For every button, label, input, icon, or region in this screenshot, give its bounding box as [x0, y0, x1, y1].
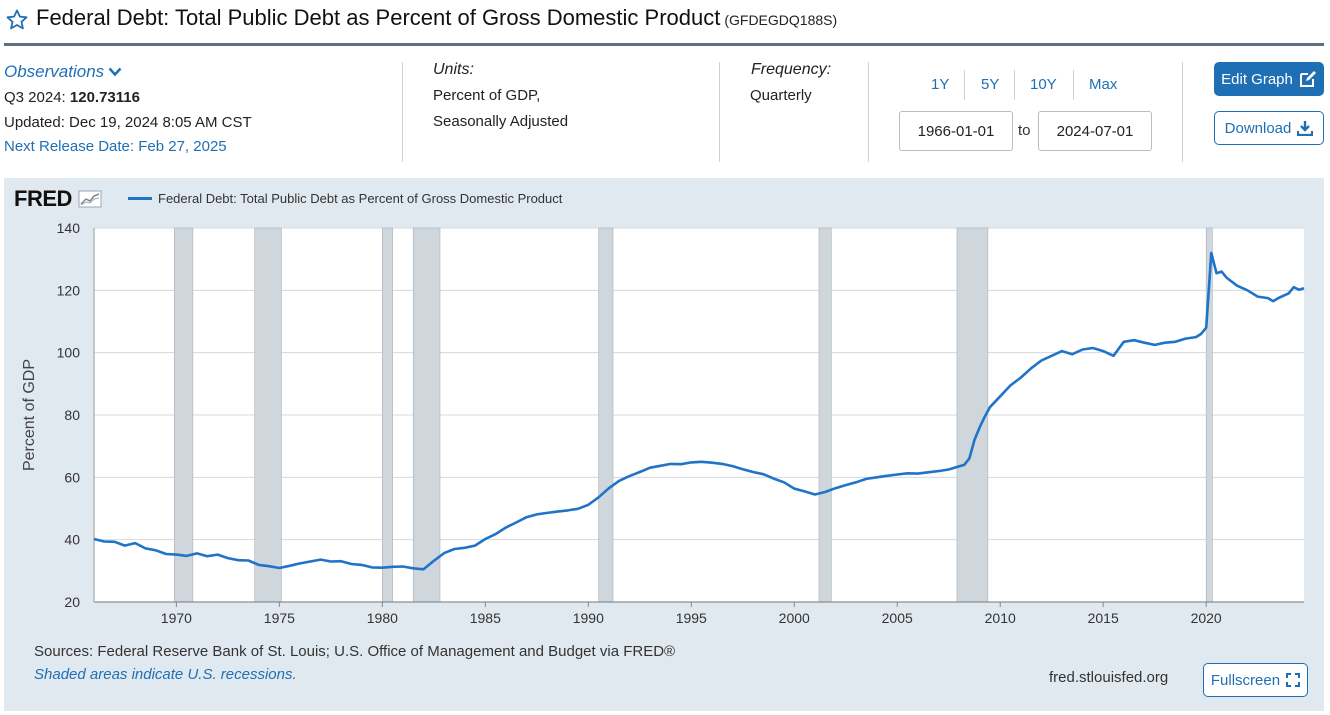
- divider: [1182, 62, 1183, 162]
- edit-graph-label: Edit Graph: [1221, 70, 1293, 88]
- recession-band: [412, 227, 441, 603]
- range-button-10y[interactable]: 10Y: [1030, 76, 1057, 93]
- recession-band: [382, 227, 393, 603]
- units-value-line1: Percent of GDP,: [433, 87, 541, 104]
- x-tick-label: 2005: [882, 610, 913, 626]
- recession-band: [254, 227, 282, 603]
- divider: [719, 62, 720, 162]
- range-button-5y[interactable]: 5Y: [981, 76, 1000, 93]
- title-divider: [4, 43, 1324, 46]
- download-icon: [1297, 121, 1314, 136]
- fullscreen-label: Fullscreen: [1210, 671, 1281, 689]
- y-tick-label: 140: [57, 220, 81, 236]
- observations-toggle[interactable]: Observations: [4, 62, 122, 82]
- series-title: Federal Debt: Total Public Debt as Perce…: [36, 5, 721, 30]
- x-tick-label: 1990: [573, 610, 604, 626]
- x-tick-label: 2000: [779, 610, 810, 626]
- recession-band: [174, 227, 194, 603]
- x-tick-label: 1995: [676, 610, 707, 626]
- x-tick-label: 2015: [1088, 610, 1119, 626]
- recession-band: [956, 227, 989, 603]
- recession-band: [598, 227, 614, 603]
- star-icon[interactable]: [5, 8, 29, 32]
- range-divider: [964, 70, 965, 100]
- fred-logo-graph-icon: [78, 190, 102, 208]
- y-tick-label: 80: [64, 407, 80, 423]
- x-tick-label: 1975: [264, 610, 295, 626]
- download-button[interactable]: Download: [1214, 111, 1324, 145]
- line-chart: 20 40 60 80 100 120 140 1970 1975 1980 1985 1990 199…: [21, 220, 1305, 626]
- y-tick-label: 100: [57, 345, 81, 361]
- fullscreen-icon: [1286, 673, 1301, 687]
- chart-panel: FRED Federal Debt: Total Public Debt as …: [4, 178, 1324, 711]
- legend-swatch: [128, 197, 152, 200]
- x-tick-label: 1980: [367, 610, 398, 626]
- x-tick-label: 2020: [1191, 610, 1222, 626]
- frequency-label: Frequency:: [751, 61, 832, 78]
- observation-period: Q3 2024:: [4, 89, 66, 106]
- y-tick-label: 120: [57, 282, 81, 298]
- latest-observation: Q3 2024: 120.73116: [4, 89, 140, 106]
- frequency-value: Quarterly: [750, 87, 812, 104]
- series-id: (GFDEGDQ188S): [724, 12, 838, 28]
- updated-text: Updated: Dec 19, 2024 8:05 AM CST: [4, 114, 252, 131]
- fred-logo: FRED: [14, 186, 102, 212]
- date-range-to-label: to: [1018, 122, 1031, 139]
- fred-logo-text: FRED: [14, 186, 72, 211]
- title-bar: Federal Debt: Total Public Debt as Perce…: [0, 0, 1330, 46]
- y-tick-label: 20: [64, 594, 80, 610]
- x-tick-label: 2010: [985, 610, 1016, 626]
- observations-label: Observations: [4, 62, 105, 81]
- edit-icon: [1299, 71, 1316, 87]
- divider: [402, 62, 403, 162]
- divider: [868, 62, 869, 162]
- y-tick-label: 40: [64, 532, 80, 548]
- recession-band: [818, 227, 832, 603]
- x-tick-label: 1985: [470, 610, 501, 626]
- units-value-line2: Seasonally Adjusted: [433, 113, 569, 130]
- legend-label: Federal Debt: Total Public Debt as Perce…: [158, 191, 563, 206]
- range-button-1y[interactable]: 1Y: [931, 76, 950, 93]
- fullscreen-button[interactable]: Fullscreen: [1203, 663, 1308, 697]
- start-date-input[interactable]: [899, 111, 1013, 151]
- series-line: [93, 251, 1305, 571]
- y-axis-label: Percent of GDP: [21, 359, 38, 471]
- chart-legend: Federal Debt: Total Public Debt as Perce…: [128, 191, 562, 206]
- end-date-input[interactable]: [1038, 111, 1152, 151]
- fred-url[interactable]: fred.stlouisfed.org: [1049, 669, 1169, 686]
- y-tick-label: 60: [64, 469, 80, 485]
- chevron-down-icon: [108, 67, 122, 77]
- next-release-date: Next Release Date: Feb 27, 2025: [4, 138, 227, 155]
- recession-note: Shaded areas indicate U.S. recessions.: [34, 666, 297, 683]
- x-tick-label: 1970: [161, 610, 192, 626]
- edit-graph-button[interactable]: Edit Graph: [1214, 62, 1324, 96]
- download-label: Download: [1224, 119, 1292, 137]
- observation-value: 120.73116: [69, 89, 140, 106]
- units-label: Units:: [433, 61, 474, 78]
- sources-text: Sources: Federal Reserve Bank of St. Lou…: [34, 643, 676, 660]
- range-divider: [1014, 70, 1015, 100]
- range-divider: [1073, 70, 1074, 100]
- range-button-max[interactable]: Max: [1089, 76, 1118, 93]
- page-title: Federal Debt: Total Public Debt as Perce…: [36, 5, 837, 31]
